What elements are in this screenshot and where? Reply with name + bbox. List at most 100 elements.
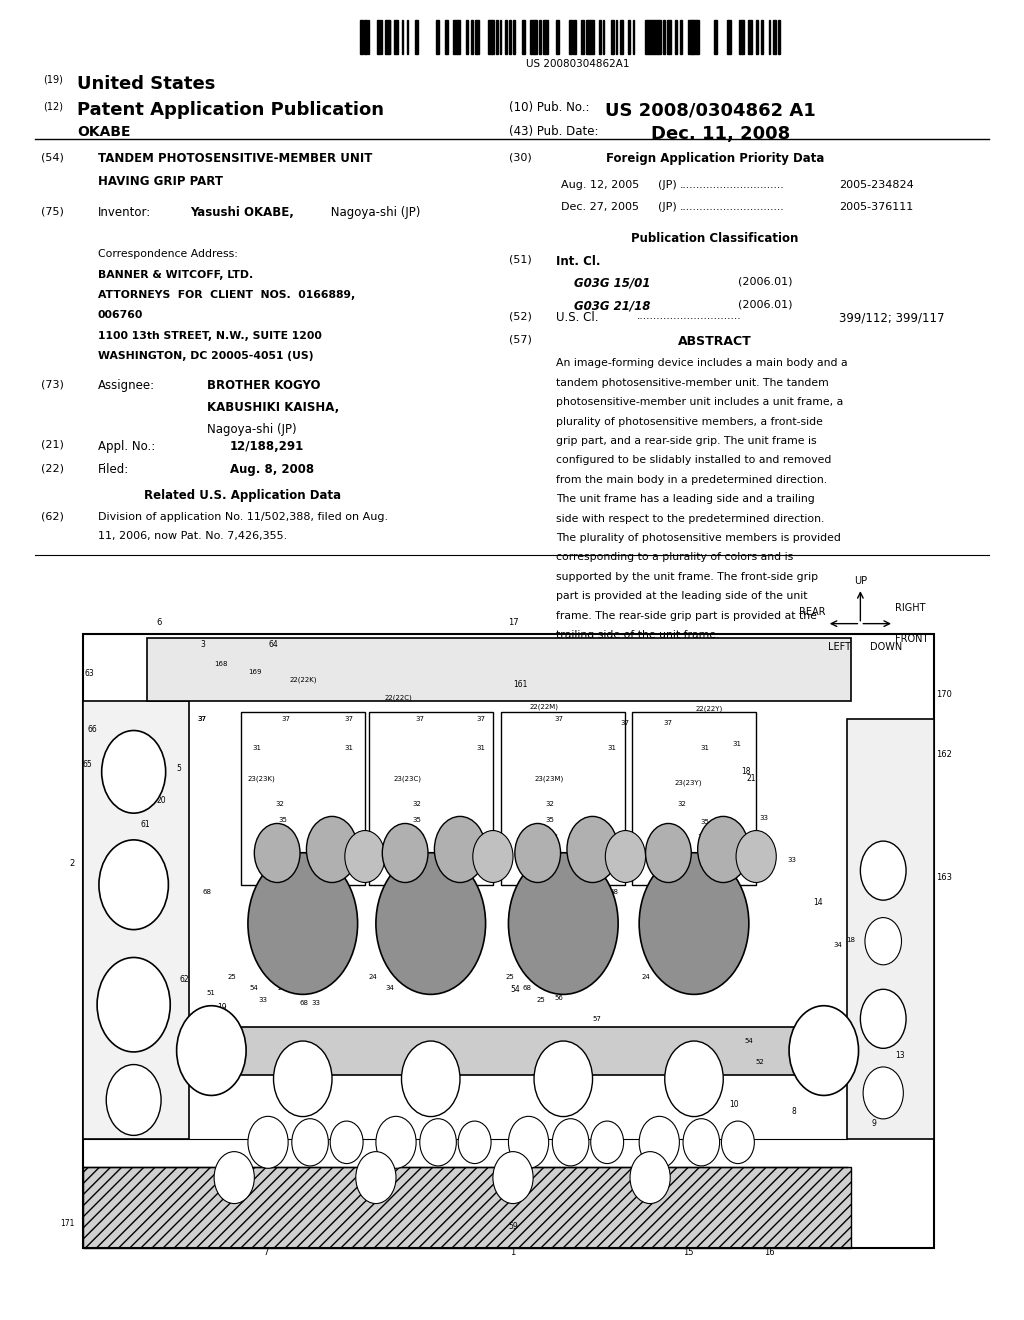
Text: U.S. Cl.: U.S. Cl. — [556, 312, 598, 325]
Text: 37: 37 — [554, 717, 563, 722]
Text: 31: 31 — [344, 744, 353, 751]
Text: tandem photosensitive-member unit. The tandem: tandem photosensitive-member unit. The t… — [556, 378, 828, 388]
Text: 1: 1 — [510, 1249, 516, 1258]
Text: 51: 51 — [207, 990, 216, 997]
Ellipse shape — [639, 853, 749, 994]
Bar — [436, 20, 439, 54]
Text: Appl. No.:: Appl. No.: — [97, 440, 155, 453]
Ellipse shape — [515, 824, 560, 883]
Text: Division of application No. 11/502,388, filed on Aug.: Division of application No. 11/502,388, … — [97, 512, 388, 521]
Ellipse shape — [376, 853, 485, 994]
Text: 2: 2 — [69, 859, 75, 869]
Bar — [777, 20, 779, 54]
Ellipse shape — [736, 830, 776, 883]
Bar — [377, 20, 380, 54]
Text: 37: 37 — [476, 717, 485, 722]
Text: (62): (62) — [41, 512, 63, 521]
Text: (JP): (JP) — [658, 202, 677, 213]
Bar — [680, 20, 682, 54]
Text: 1100 13th STREET, N.W., SUITE 1200: 1100 13th STREET, N.W., SUITE 1200 — [97, 331, 322, 341]
Text: 53: 53 — [442, 982, 452, 990]
Ellipse shape — [865, 917, 901, 965]
Text: 31: 31 — [732, 741, 741, 747]
Bar — [407, 20, 409, 54]
Text: 7: 7 — [263, 1249, 269, 1258]
Text: 25: 25 — [536, 997, 545, 1003]
Text: 169: 169 — [248, 669, 261, 675]
Text: from the main body in a predetermined direction.: from the main body in a predetermined di… — [556, 475, 826, 484]
Ellipse shape — [567, 816, 618, 883]
Text: 10: 10 — [729, 1101, 738, 1109]
Bar — [543, 20, 548, 54]
Bar — [573, 20, 575, 54]
Text: Correspondence Address:: Correspondence Address: — [97, 249, 238, 260]
Bar — [83, 701, 188, 1139]
Text: 16: 16 — [764, 1249, 774, 1258]
Text: photosensitive-member unit includes a unit frame, a: photosensitive-member unit includes a un… — [556, 397, 843, 407]
Text: 61: 61 — [140, 820, 150, 829]
Bar — [466, 20, 468, 54]
Text: 171: 171 — [59, 1218, 75, 1228]
Bar — [654, 20, 658, 54]
Text: Foreign Application Priority Data: Foreign Application Priority Data — [606, 152, 824, 165]
Text: G03G 15/01: G03G 15/01 — [574, 277, 650, 290]
Ellipse shape — [605, 830, 645, 883]
Text: ...............................: ............................... — [680, 180, 784, 190]
Text: 35: 35 — [413, 817, 422, 822]
Ellipse shape — [355, 1151, 396, 1204]
Text: 31: 31 — [476, 744, 485, 751]
Text: 68: 68 — [339, 890, 348, 895]
Text: United States: United States — [77, 75, 216, 92]
Text: Filed:: Filed: — [97, 463, 129, 477]
Ellipse shape — [292, 1119, 329, 1166]
Text: (52): (52) — [509, 312, 531, 321]
Ellipse shape — [401, 1041, 460, 1117]
Bar — [629, 20, 631, 54]
Text: (30): (30) — [509, 152, 531, 162]
Bar — [394, 20, 398, 54]
Ellipse shape — [552, 1119, 589, 1166]
Text: 66: 66 — [87, 725, 97, 734]
Bar — [611, 20, 614, 54]
Text: 8: 8 — [792, 1107, 797, 1117]
Text: 34: 34 — [834, 942, 842, 948]
Ellipse shape — [101, 730, 166, 813]
Text: LEFT: LEFT — [828, 643, 851, 652]
Text: ...............................: ............................... — [680, 202, 784, 213]
Text: 22(22M): 22(22M) — [529, 704, 558, 710]
Text: Related U.S. Application Data: Related U.S. Application Data — [144, 490, 341, 503]
Text: 23(23K): 23(23K) — [248, 776, 275, 783]
Ellipse shape — [630, 1151, 671, 1204]
Text: (19): (19) — [43, 75, 62, 84]
Bar — [645, 20, 650, 54]
Text: grip part, and a rear-side grip. The unit frame is: grip part, and a rear-side grip. The uni… — [556, 436, 816, 446]
Ellipse shape — [254, 824, 300, 883]
Text: 168: 168 — [214, 661, 227, 668]
Text: (73): (73) — [41, 379, 63, 389]
Bar — [556, 20, 559, 54]
Ellipse shape — [697, 816, 749, 883]
Ellipse shape — [97, 957, 170, 1052]
Text: 54: 54 — [250, 985, 259, 990]
Bar — [761, 20, 763, 54]
Text: 57: 57 — [593, 1016, 601, 1023]
Text: 68: 68 — [522, 985, 531, 990]
Text: corresponding to a plurality of colors and is: corresponding to a plurality of colors a… — [556, 553, 793, 562]
Ellipse shape — [473, 830, 513, 883]
Text: frame. The rear-side grip part is provided at the: frame. The rear-side grip part is provid… — [556, 611, 816, 620]
Text: plurality of photosensitive members, a front-side: plurality of photosensitive members, a f… — [556, 417, 822, 426]
Text: 65: 65 — [83, 760, 92, 770]
Bar — [369, 711, 493, 884]
Ellipse shape — [458, 1121, 492, 1163]
Bar — [539, 20, 541, 54]
Ellipse shape — [420, 1119, 457, 1166]
Text: 32: 32 — [413, 801, 422, 807]
Bar — [497, 20, 498, 54]
Text: 22(22Y): 22(22Y) — [696, 705, 723, 711]
Text: ATTORNEYS  FOR  CLIENT  NOS.  0166889,: ATTORNEYS FOR CLIENT NOS. 0166889, — [97, 290, 355, 300]
Bar — [83, 634, 934, 1249]
Bar — [667, 20, 672, 54]
Text: UP: UP — [854, 577, 867, 586]
Text: 24: 24 — [369, 974, 378, 979]
Text: 161: 161 — [513, 680, 527, 689]
